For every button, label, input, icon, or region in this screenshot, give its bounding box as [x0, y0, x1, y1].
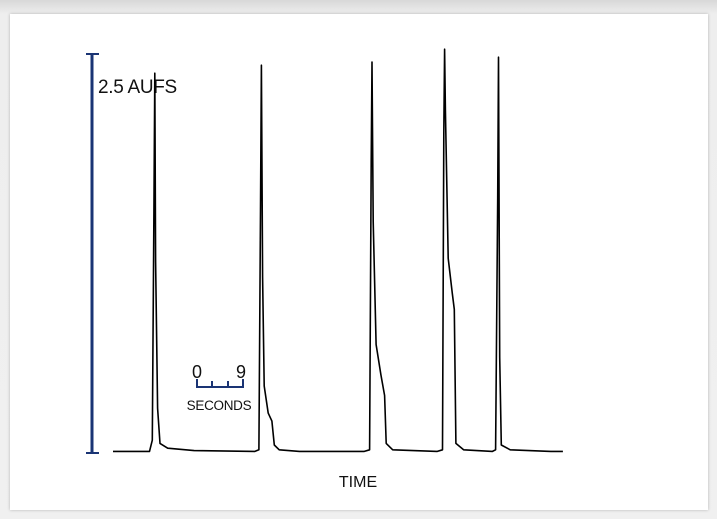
time-scale-start-label: 0: [192, 362, 202, 382]
x-axis-label: TIME: [339, 474, 377, 491]
scale-label: 2.5 AUFS: [98, 77, 177, 98]
time-scale-bar: [196, 379, 244, 388]
time-scale-unit-label: SECONDS: [187, 398, 252, 413]
figure-card: [10, 14, 708, 510]
series-line: [113, 48, 563, 453]
time-scale-end-label: 9: [236, 362, 246, 382]
